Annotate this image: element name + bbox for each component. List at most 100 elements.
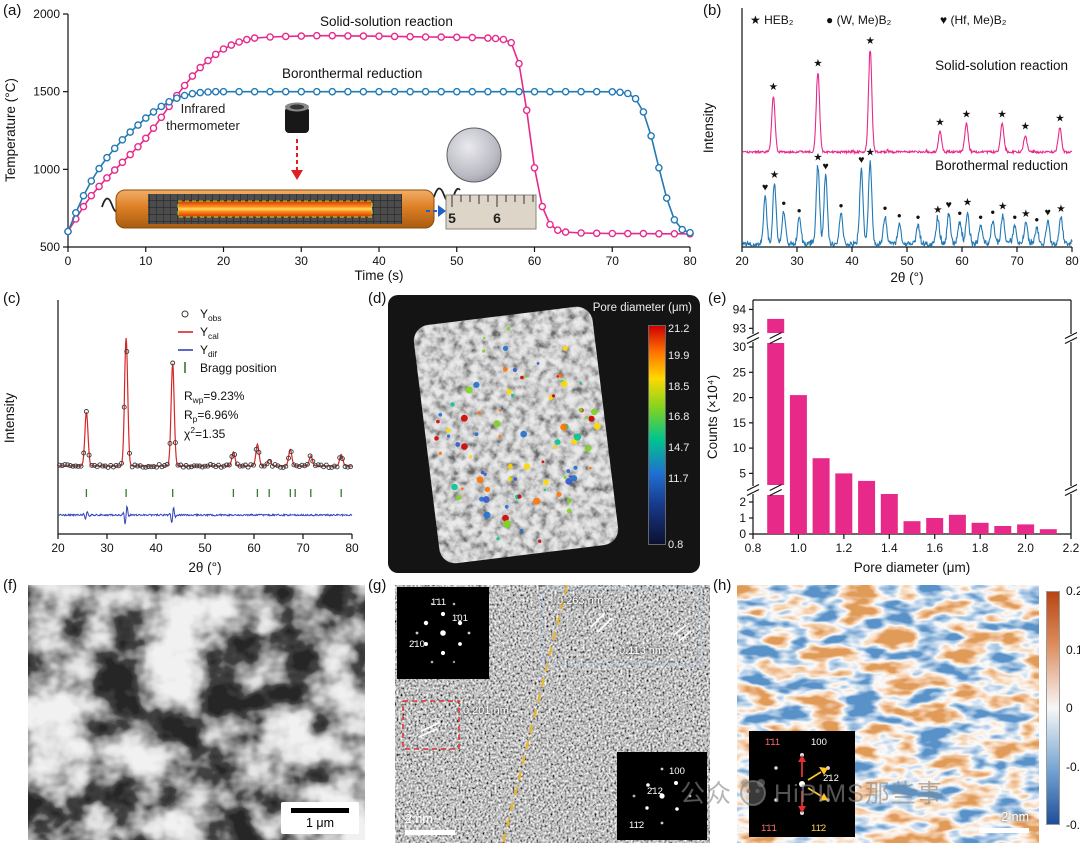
observed-point [339, 456, 345, 462]
y-tick-label: 5 [739, 466, 746, 480]
observed-point [186, 464, 192, 470]
observed-point [337, 455, 343, 461]
pore-dot [496, 537, 500, 541]
x-tick-label: 20 [51, 541, 65, 555]
fft-label: 100 [669, 766, 685, 777]
observed-point [326, 465, 332, 470]
x-tick-label: 1.8 [972, 541, 989, 555]
pore-dot [476, 476, 484, 484]
x-tick-label: 40 [372, 254, 386, 268]
y-tick-label: 20 [733, 391, 747, 405]
observed-point [256, 449, 262, 455]
axis-break-gap [766, 485, 786, 495]
x-axis-title: 2θ (°) [188, 560, 221, 575]
observed-point [218, 464, 224, 470]
thermometer-caption-line1: Infrared [181, 101, 226, 116]
data-point [538, 202, 547, 211]
data-point [64, 227, 72, 236]
histogram-bar [903, 521, 921, 534]
region-box-red [402, 700, 460, 750]
data-point [639, 108, 648, 116]
pore-dot [520, 375, 524, 380]
data-point [87, 177, 96, 185]
data-point [312, 31, 321, 40]
observed-point [65, 462, 71, 468]
data-point [491, 34, 500, 43]
x-tick-label: 70 [1010, 254, 1024, 268]
colorbar-tick-label: 14.7 [668, 442, 690, 455]
pore-dot [566, 498, 572, 503]
fft-spots [632, 767, 692, 825]
pore-dot [520, 430, 527, 438]
data-point [678, 225, 687, 234]
pore-dot [483, 511, 491, 519]
data-point [662, 194, 671, 202]
data-point [281, 87, 290, 96]
fft-spots [774, 753, 830, 815]
data-point [406, 32, 414, 41]
trace-label: Borothermal reduction [935, 158, 1068, 173]
y-tick-label: 1500 [33, 85, 60, 99]
axis-break-mark [746, 336, 760, 345]
data-point [266, 87, 274, 96]
phase-marker: ★ [769, 81, 778, 93]
pore-dot [482, 496, 490, 503]
yellow-arrows [807, 767, 828, 801]
x-axis-title: Pore diameter (μm) [854, 560, 971, 575]
pore-dot [524, 374, 527, 378]
data-point [670, 229, 679, 238]
x-axis-title: 2θ (°) [890, 270, 923, 285]
data-point [484, 34, 492, 42]
data-point [522, 106, 531, 115]
fft-label: 1̄11 [431, 597, 446, 608]
series-line [67, 34, 690, 235]
pore-dot [538, 539, 542, 543]
pore-dot [584, 445, 592, 452]
x-tick-label: 80 [345, 541, 359, 555]
pore-dot [493, 420, 501, 428]
y-tick-label: 15 [733, 416, 747, 430]
phase-marker: ★ [813, 152, 822, 164]
sem-image: 1 μm [28, 585, 365, 840]
pore-dot [541, 460, 545, 464]
observed-point [113, 462, 119, 468]
scale-bar: 1 μm [281, 802, 359, 834]
observed-point [224, 462, 230, 468]
axis-break-mark [769, 336, 782, 345]
pore-dot [473, 381, 480, 388]
pore-colorbar-labels: 21.2 19.9 18.5 16.8 14.7 11.7 0.8 [668, 323, 698, 551]
pore-dot [456, 494, 462, 501]
pore-dot [519, 528, 524, 533]
data-point [134, 121, 142, 129]
x-tick-label: 1.2 [836, 541, 853, 555]
observed-point [307, 453, 313, 459]
x-tick-label: 70 [296, 541, 310, 555]
observed-point [102, 463, 108, 469]
scale-bar-line [405, 830, 455, 835]
temperature-time-chart: Time (s) Temperature (°C) 0 10 20 30 40 50 60 7… [3, 7, 697, 283]
observed-point [272, 462, 278, 468]
refinement-stat: Rwp​=9.23% [184, 389, 245, 405]
lattice-fringe-marks [418, 612, 692, 738]
data-point [608, 229, 617, 238]
data-point [180, 91, 189, 100]
xrd-trace [741, 160, 1073, 249]
observed-point [135, 463, 141, 469]
phase-marker: ★ [963, 197, 972, 209]
data-point [507, 38, 516, 47]
data-point [437, 87, 446, 96]
y-tick-label: 1 [739, 511, 746, 525]
y-tick-label: 0 [739, 527, 746, 541]
legend-item: Ycal​ [200, 325, 219, 341]
data-point [639, 229, 648, 238]
data-point [624, 229, 632, 238]
pore-dot [465, 386, 473, 394]
data-point [95, 182, 103, 191]
x-tick-label: 10 [139, 254, 153, 268]
observed-point [59, 463, 65, 469]
panel-a: (a) Time (s) Temperature (°C) 0 10 20 30 40 5… [0, 0, 700, 288]
data-point [165, 98, 173, 106]
data-point [157, 113, 166, 122]
observed-point [154, 464, 159, 470]
colorbar-tick-label: 0.2 [1066, 584, 1080, 598]
